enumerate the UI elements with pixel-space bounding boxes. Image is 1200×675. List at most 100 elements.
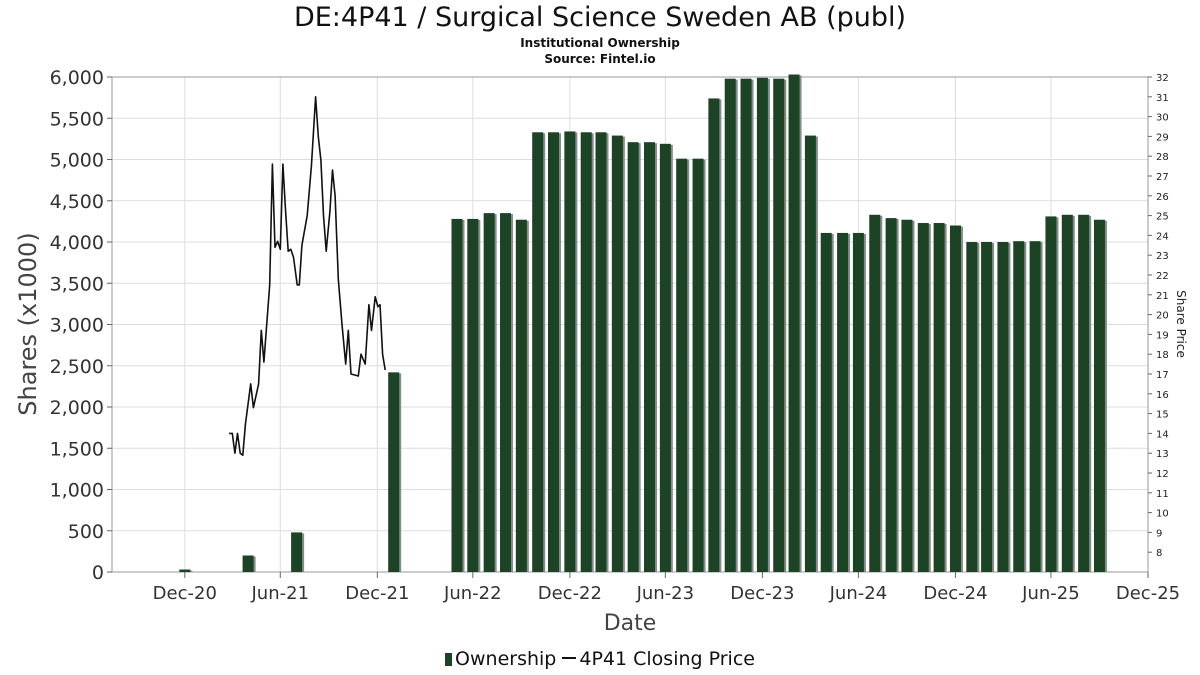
y-tick-label: 500 <box>68 521 104 543</box>
y-axis-left: 0 500 1,000 1,500 2,000 2,500 3,000 3,500 4,000 4… <box>50 67 112 584</box>
ownership-bar <box>515 219 527 572</box>
ownership-bar <box>852 232 864 573</box>
ownership-bar <box>179 569 191 572</box>
ownership-bar <box>885 218 897 572</box>
chart-title: DE:4P41 / Surgical Science Sweden AB (pu… <box>293 2 907 33</box>
ownership-bar <box>740 78 752 573</box>
ownership-bar <box>788 74 800 573</box>
y-axis-right: 8 9 10 11 12 13 14 15 16 17 18 19 20 21 22 23 24 25 26 27 28… <box>1148 73 1169 559</box>
x-tick-label: Jun-24 <box>829 583 888 604</box>
ownership-bar <box>917 223 929 572</box>
ownership-bar <box>1029 241 1041 573</box>
y2-tick-label: 20 <box>1156 311 1169 322</box>
y2-tick-label: 9 <box>1156 528 1162 539</box>
y2-axis-label: Share Price <box>1174 290 1188 358</box>
ownership-bar <box>483 213 495 572</box>
y-tick-label: 2,000 <box>50 397 104 419</box>
y2-tick-label: 25 <box>1156 212 1169 223</box>
y-tick-label: 3,000 <box>50 315 104 337</box>
ownership-bar <box>1078 214 1090 572</box>
ownership-bar <box>291 532 303 572</box>
x-axis-label: Date <box>604 611 657 636</box>
x-tick-label: Jun-21 <box>251 583 310 604</box>
y2-tick-label: 26 <box>1156 192 1169 203</box>
y-tick-label: 2,500 <box>50 356 104 378</box>
y2-tick-label: 12 <box>1156 469 1169 480</box>
y2-tick-label: 29 <box>1156 132 1169 143</box>
x-tick-label: Dec-22 <box>538 583 602 604</box>
ownership-bar <box>467 218 479 572</box>
ownership-bar <box>1061 214 1073 572</box>
ownership-bar <box>820 232 832 573</box>
legend: Ownership 4P41 Closing Price <box>0 648 1200 670</box>
ownership-bar <box>804 135 816 572</box>
ownership-bar <box>595 132 607 572</box>
ownership-bar <box>966 242 978 572</box>
chart-source: Source: Fintel.io <box>544 52 656 66</box>
ownership-bars <box>179 74 1107 573</box>
y-tick-label: 0 <box>92 562 104 584</box>
ownership-bar <box>692 158 704 573</box>
y2-tick-label: 15 <box>1156 410 1169 421</box>
y2-tick-label: 32 <box>1156 73 1169 84</box>
ownership-bar <box>548 132 560 572</box>
ownership-bar <box>756 77 768 572</box>
ownership-bar <box>580 132 592 572</box>
x-tick-label: Dec-23 <box>730 583 794 604</box>
legend-ownership-label: Ownership <box>455 648 557 670</box>
y2-tick-label: 28 <box>1156 152 1169 163</box>
ownership-bar <box>1013 241 1025 573</box>
ownership-bar <box>933 223 945 572</box>
legend-ownership-swatch <box>445 653 453 666</box>
ownership-bar <box>564 131 576 572</box>
ownership-bar <box>837 232 849 573</box>
x-tick-label: Jun-23 <box>636 583 695 604</box>
ownership-bar <box>676 158 688 573</box>
ownership-bar <box>724 78 736 573</box>
y2-tick-label: 31 <box>1156 93 1169 104</box>
ownership-bar <box>773 78 785 573</box>
y2-tick-label: 23 <box>1156 251 1169 262</box>
y2-tick-label: 10 <box>1156 509 1169 520</box>
x-tick-label: Dec-24 <box>923 583 987 604</box>
y-tick-label: 4,500 <box>50 191 104 213</box>
ownership-bar <box>708 98 720 572</box>
x-tick-label: Dec-25 <box>1116 583 1180 604</box>
y2-tick-label: 24 <box>1156 231 1169 242</box>
y-tick-label: 1,500 <box>50 438 104 460</box>
y2-tick-label: 11 <box>1156 489 1169 500</box>
y2-tick-label: 17 <box>1156 370 1169 381</box>
ownership-bar <box>532 132 544 572</box>
y2-tick-label: 21 <box>1156 291 1169 302</box>
ownership-bar <box>659 143 671 572</box>
y2-tick-label: 18 <box>1156 350 1169 361</box>
y2-tick-label: 19 <box>1156 330 1169 341</box>
ownership-bar <box>451 218 463 572</box>
ownership-bar <box>500 213 512 572</box>
ownership-bar <box>242 555 254 572</box>
x-tick-label: Dec-21 <box>345 583 409 604</box>
y-tick-label: 4,000 <box>50 232 104 254</box>
x-tick-label: Dec-20 <box>153 583 217 604</box>
y2-tick-label: 8 <box>1156 548 1162 559</box>
ownership-bar <box>869 214 881 572</box>
y2-tick-label: 14 <box>1156 429 1169 440</box>
ownership-bar <box>997 242 1009 572</box>
y-tick-label: 6,000 <box>50 67 104 89</box>
price-line <box>229 96 386 457</box>
ownership-bar <box>901 219 913 572</box>
ownership-bar <box>627 142 639 573</box>
y-axis-label: Shares (x1000) <box>14 232 42 415</box>
y2-tick-label: 13 <box>1156 449 1169 460</box>
legend-price-label: 4P41 Closing Price <box>579 648 755 670</box>
y-tick-label: 3,500 <box>50 273 104 295</box>
ownership-bar <box>981 242 993 572</box>
ownership-bar <box>611 135 623 572</box>
y2-tick-label: 16 <box>1156 390 1169 401</box>
y-tick-label: 5,000 <box>50 150 104 172</box>
y-tick-label: 1,000 <box>50 480 104 502</box>
ownership-bar <box>1093 219 1105 572</box>
ownership-bar <box>388 372 400 572</box>
y2-tick-label: 30 <box>1156 113 1169 124</box>
ownership-bar <box>1045 216 1057 573</box>
